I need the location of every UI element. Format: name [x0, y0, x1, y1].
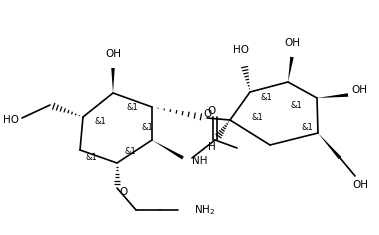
Text: O: O — [120, 187, 128, 197]
Text: &1: &1 — [251, 114, 263, 122]
Text: NH: NH — [192, 156, 207, 166]
Text: O: O — [207, 106, 215, 116]
Text: HO: HO — [3, 115, 19, 125]
Text: &1: &1 — [301, 124, 313, 133]
Text: &1: &1 — [141, 124, 153, 133]
Text: &1: &1 — [94, 118, 106, 126]
Text: &1: &1 — [85, 153, 97, 162]
Text: H: H — [208, 142, 216, 152]
Polygon shape — [288, 57, 294, 82]
Polygon shape — [318, 133, 341, 159]
Polygon shape — [111, 68, 115, 93]
Text: OH: OH — [352, 180, 368, 190]
Text: OH: OH — [105, 49, 121, 59]
Text: &1: &1 — [126, 103, 138, 113]
Text: NH$_2$: NH$_2$ — [194, 203, 215, 217]
Text: O: O — [204, 109, 212, 119]
Text: &1: &1 — [260, 93, 272, 102]
Text: OH: OH — [351, 85, 367, 95]
Text: HO: HO — [233, 45, 249, 55]
Polygon shape — [152, 140, 184, 160]
Text: &1: &1 — [124, 148, 136, 157]
Text: &1: &1 — [290, 101, 302, 110]
Polygon shape — [317, 93, 348, 98]
Text: OH: OH — [284, 38, 300, 48]
